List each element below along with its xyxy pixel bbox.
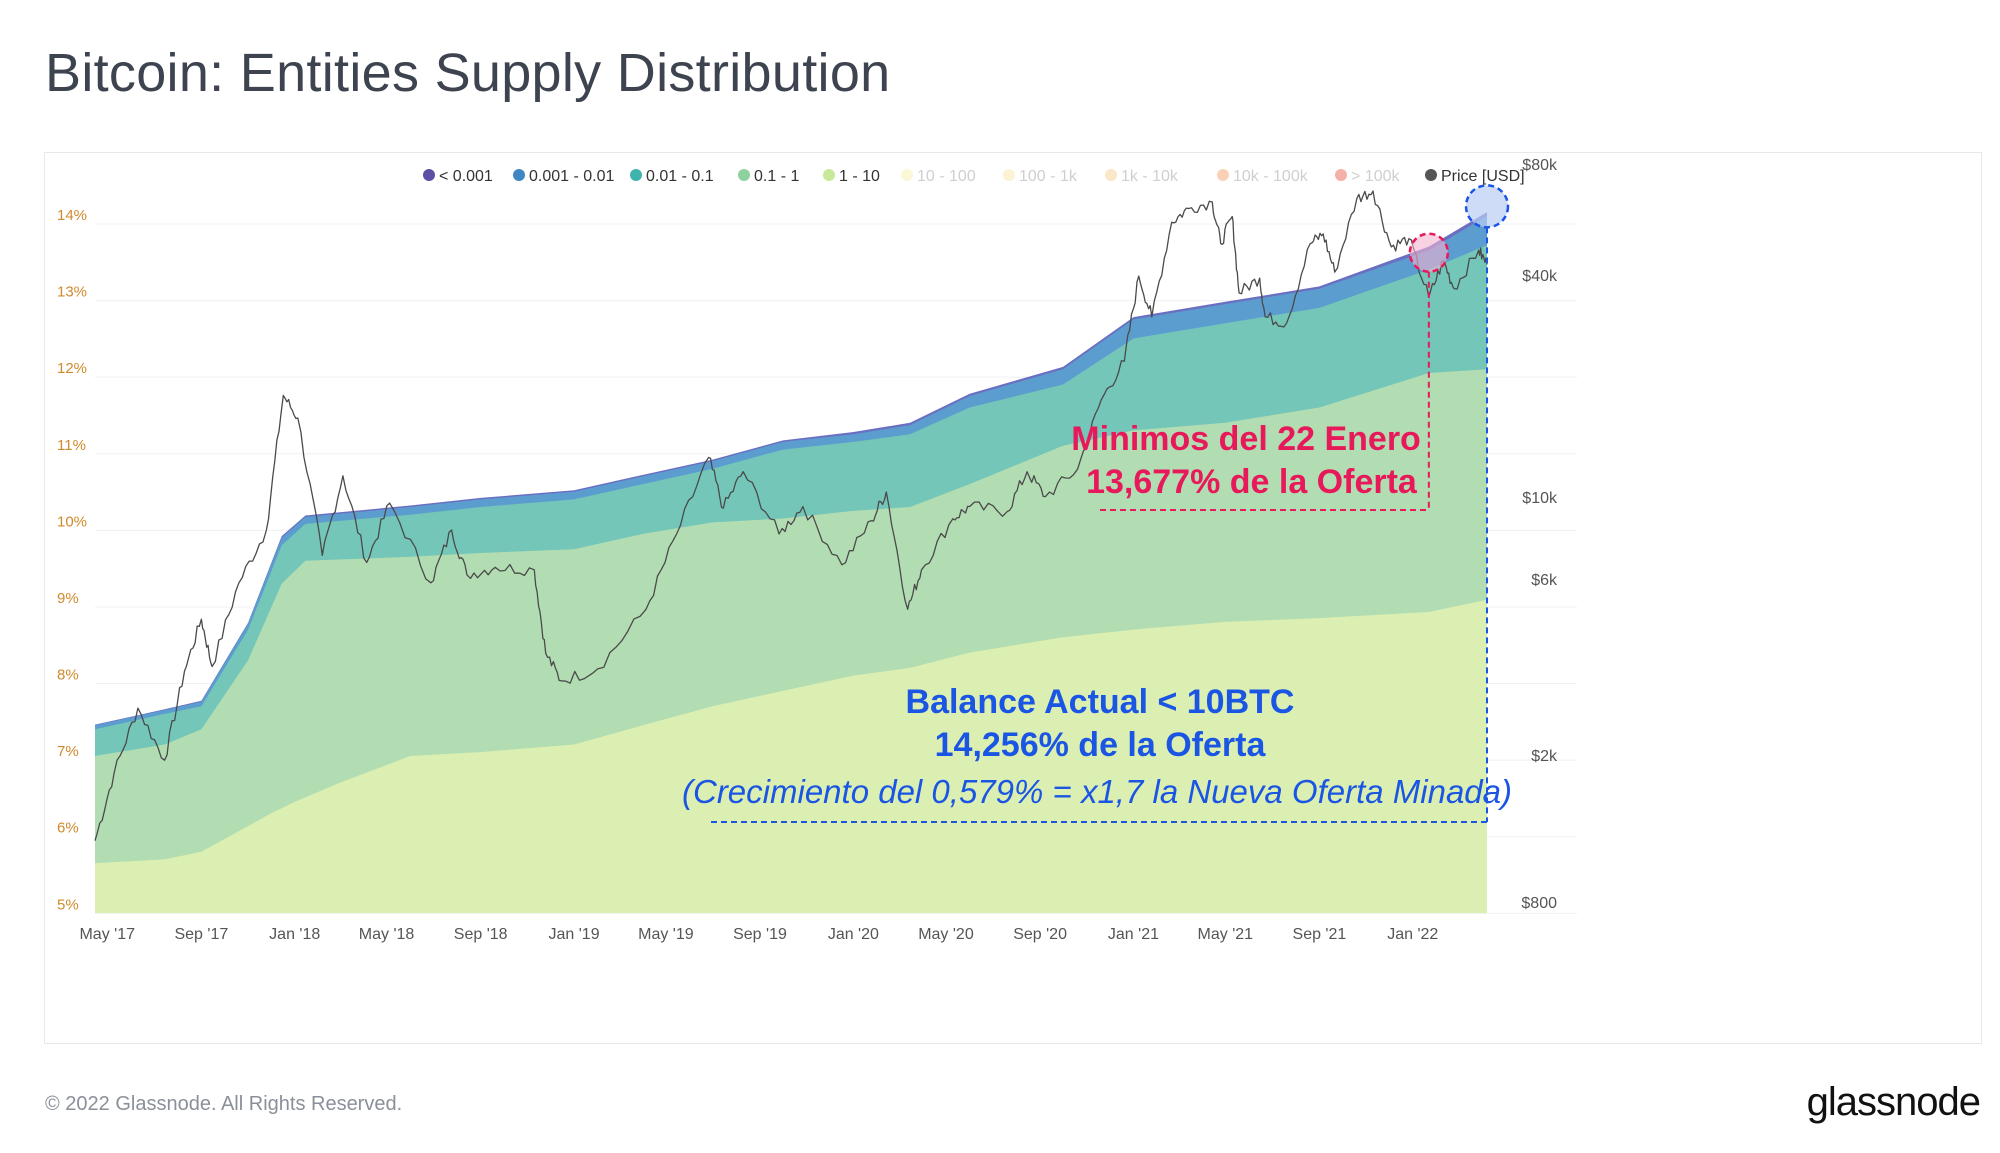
x-tick-label: May '21 xyxy=(1198,926,1254,943)
legend-label: 10k - 100k xyxy=(1233,168,1309,185)
page-title: Bitcoin: Entities Supply Distribution xyxy=(45,43,891,103)
legend-dot xyxy=(1425,169,1437,181)
y-left-tick-label: 14% xyxy=(57,207,87,224)
y-right-tick-label: $80k xyxy=(1522,157,1558,174)
annotation-enero-line2: 13,677% de la Oferta xyxy=(1086,463,1418,501)
legend-dot xyxy=(823,169,835,181)
annotation-circle-enero xyxy=(1408,232,1450,273)
x-tick-label: Sep '20 xyxy=(1013,926,1067,943)
legend-label: 10 - 100 xyxy=(917,168,976,185)
legend-label: 1 - 10 xyxy=(839,168,880,185)
annotation-layer: Minimos del 22 Enero 13,677% de la Oferta… xyxy=(682,184,1512,823)
glassnode-logo: glassnode xyxy=(1806,1080,1981,1124)
band-layer xyxy=(95,212,1487,914)
price-layer xyxy=(94,190,1488,841)
legend-dot xyxy=(1105,169,1117,181)
x-tick-label: Sep '18 xyxy=(454,926,508,943)
y-right-tick-label: $800 xyxy=(1521,895,1557,912)
legend-dot xyxy=(630,169,642,181)
legend-label: > 100k xyxy=(1351,168,1400,185)
y-right-tick-label: $10k xyxy=(1522,490,1558,507)
legend-dot xyxy=(1335,169,1347,181)
annotation-actual-line3: (Crecimiento del 0,579% = x1,7 la Nueva … xyxy=(682,773,1512,810)
y-left-tick-label: 6% xyxy=(57,820,79,837)
x-tick-label: Sep '21 xyxy=(1293,926,1347,943)
x-tick-label: May '19 xyxy=(638,926,694,943)
price-line xyxy=(94,190,1488,841)
y-right-tick-label: $40k xyxy=(1522,268,1558,285)
annotation-circle-actual xyxy=(1464,184,1510,229)
legend-label: 0.1 - 1 xyxy=(754,168,799,185)
area-band xyxy=(95,599,1487,913)
y-left-tick-label: 13% xyxy=(57,284,87,301)
legend-label: Price [USD] xyxy=(1441,168,1525,185)
x-tick-label: Jan '20 xyxy=(828,926,879,943)
x-tick-label: May '17 xyxy=(79,926,135,943)
x-tick-label: Jan '21 xyxy=(1108,926,1159,943)
annotation-enero-line1: Minimos del 22 Enero xyxy=(1071,420,1421,458)
y-left-tick-label: 10% xyxy=(57,513,87,530)
y-left-tick-label: 8% xyxy=(57,667,79,684)
y-left-tick-label: 9% xyxy=(57,590,79,607)
legend-dot xyxy=(1003,169,1015,181)
x-tick-label: Sep '17 xyxy=(174,926,228,943)
annotation-actual-line2: 14,256% de la Oferta xyxy=(935,726,1267,764)
y-left-tick-label: 5% xyxy=(57,896,79,913)
y-right-tick-label: $6k xyxy=(1531,572,1558,589)
y-left-tick-label: 11% xyxy=(57,437,86,454)
footer-copyright: © 2022 Glassnode. All Rights Reserved. xyxy=(45,1093,403,1115)
legend-dot xyxy=(513,169,525,181)
legend-label: 1k - 10k xyxy=(1121,168,1179,185)
x-tick-label: Sep '19 xyxy=(733,926,787,943)
legend-label: 0.01 - 0.1 xyxy=(646,168,714,185)
legend-label: 100 - 1k xyxy=(1019,168,1078,185)
x-tick-label: May '20 xyxy=(918,926,974,943)
axis-layer: 14% 13% 12% 11% 10% 9% 8% 7% 6% 5% $80k $40k $10k $6k… xyxy=(57,157,1558,943)
x-tick-label: Jan '22 xyxy=(1387,926,1438,943)
annotation-actual-line1: Balance Actual < 10BTC xyxy=(906,683,1295,721)
legend-dot xyxy=(1217,169,1229,181)
legend-label: < 0.001 xyxy=(439,168,493,185)
x-tick-label: May '18 xyxy=(359,926,415,943)
x-tick-label: Jan '19 xyxy=(549,926,600,943)
legend-dot xyxy=(901,169,913,181)
legend-label: 0.001 - 0.01 xyxy=(529,168,615,185)
y-left-tick-label: 7% xyxy=(57,743,79,760)
y-left-tick-label: 12% xyxy=(57,360,87,377)
y-right-tick-label: $2k xyxy=(1531,748,1558,765)
legend: Price [USD] > 100k 10k - 100k 1k - 10k 100 -… xyxy=(423,168,1525,185)
legend-dot xyxy=(738,169,750,181)
legend-dot xyxy=(423,169,435,181)
x-tick-label: Jan '18 xyxy=(269,926,320,943)
